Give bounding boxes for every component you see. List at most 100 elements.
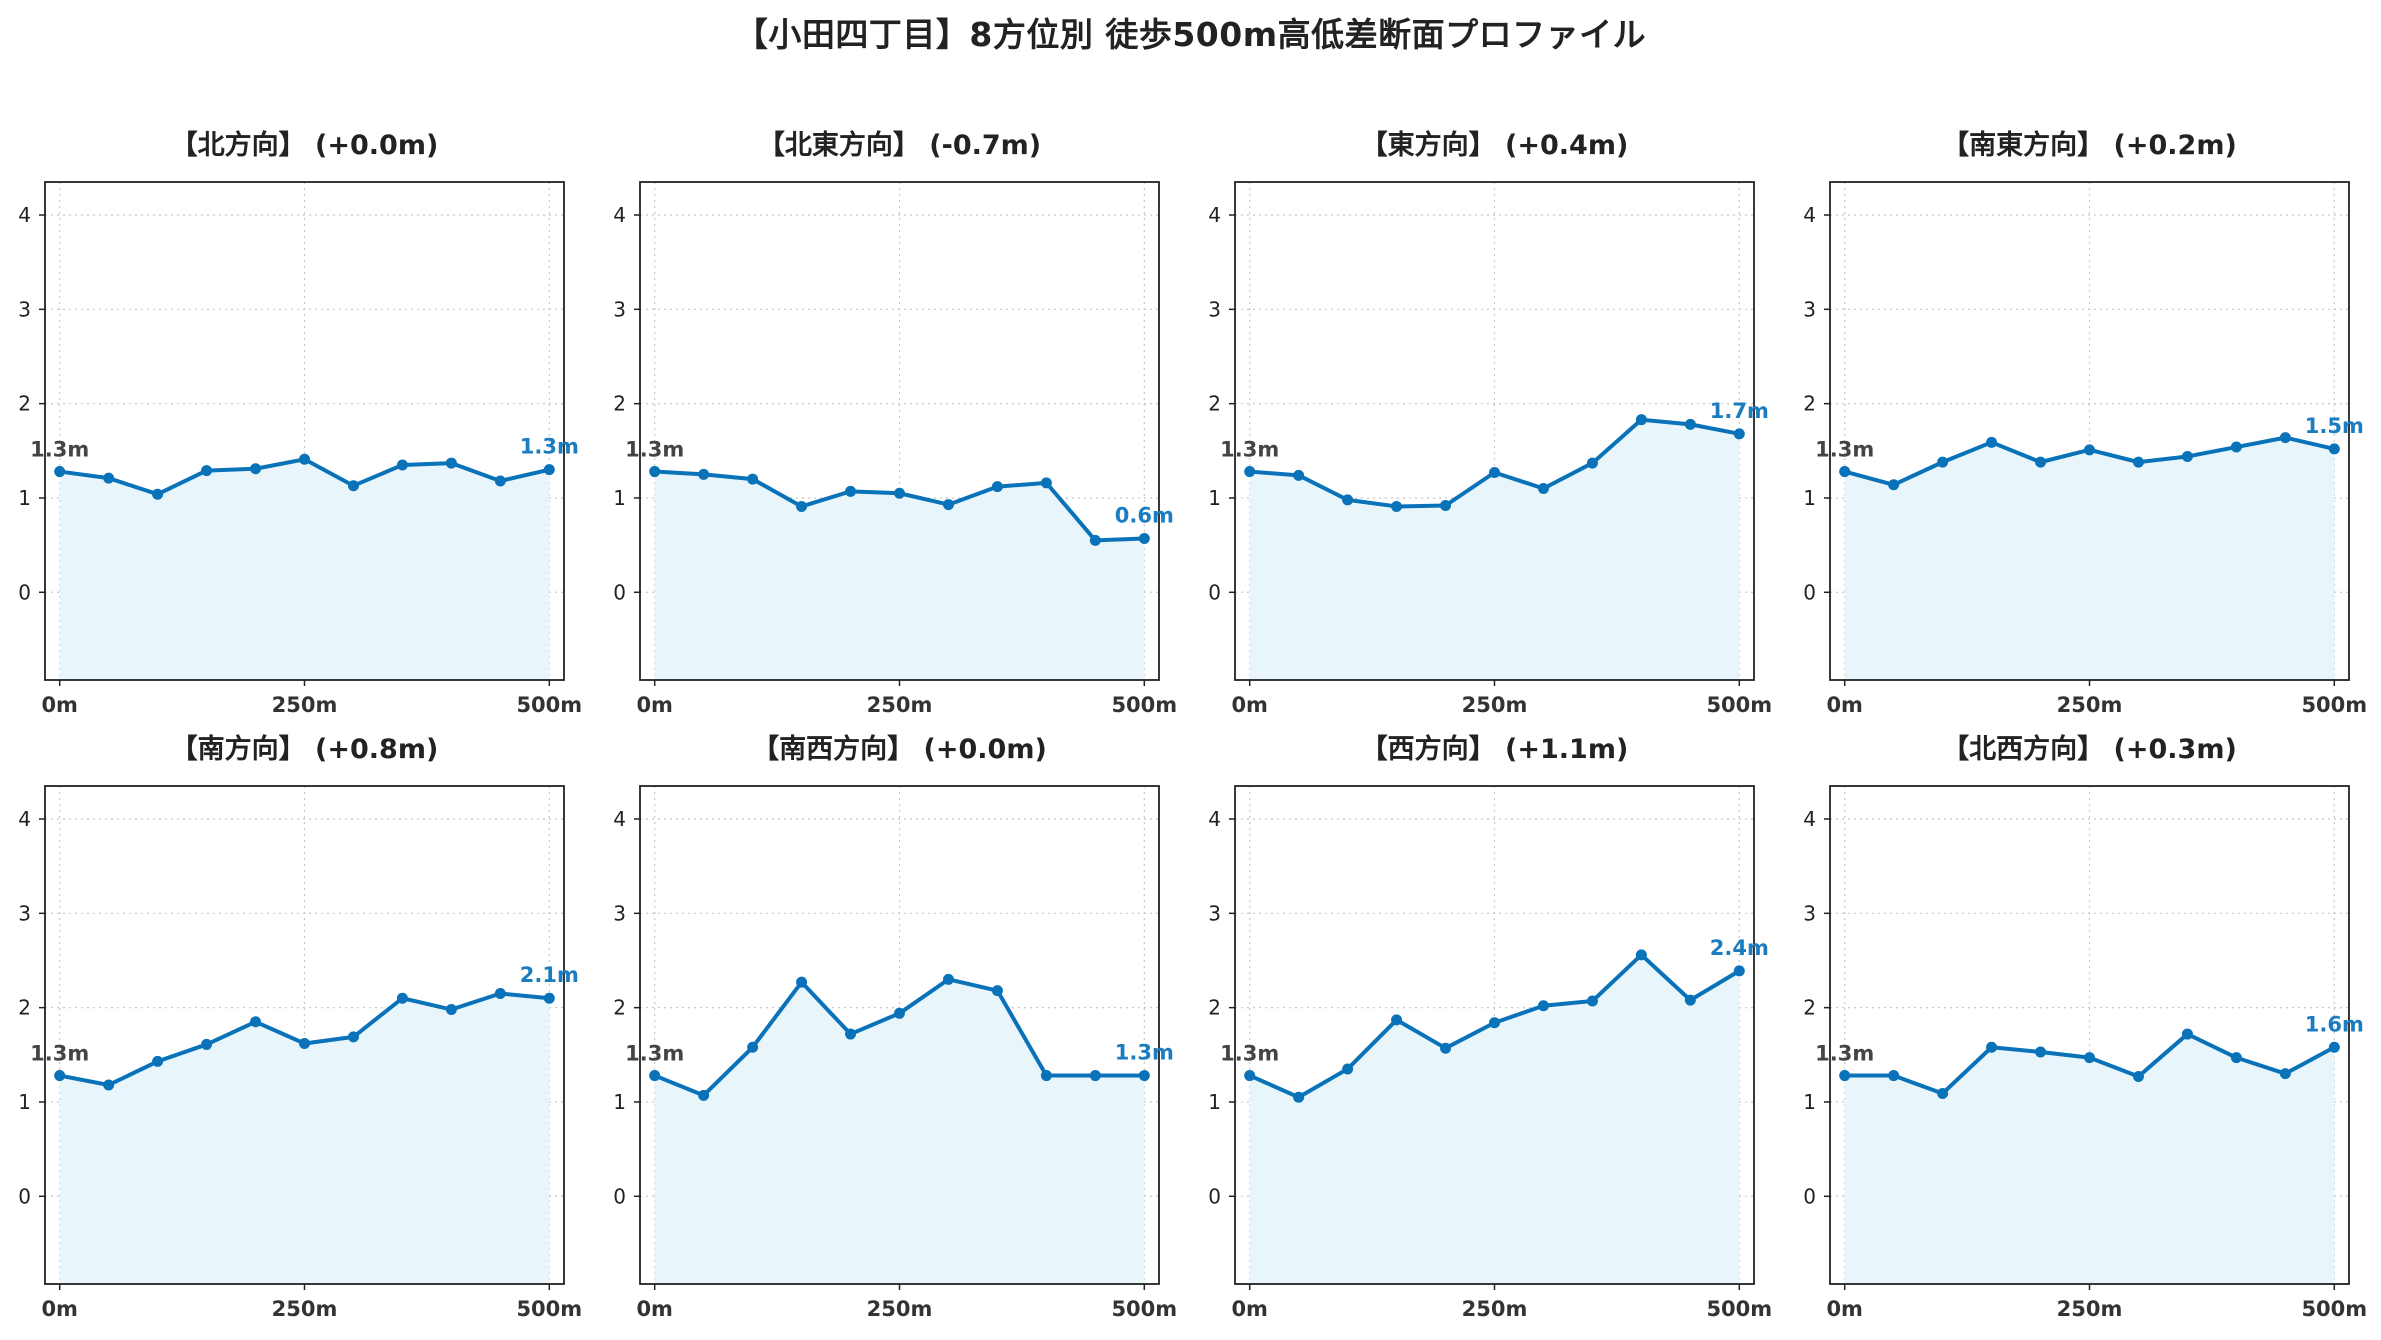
elevation-point xyxy=(396,992,408,1004)
end-elevation-label: 2.4m xyxy=(1710,936,1769,960)
y-tick-label: 2 xyxy=(613,996,626,1020)
x-tick-label: 500m xyxy=(1706,1297,1772,1321)
end-elevation-label: 1.3m xyxy=(1115,1041,1174,1065)
y-tick-label: 4 xyxy=(18,807,31,831)
start-elevation-label: 1.3m xyxy=(1220,438,1279,462)
elevation-point xyxy=(1937,1087,1949,1099)
x-tick-label: 250m xyxy=(272,1297,338,1321)
start-elevation-label: 1.3m xyxy=(1815,1042,1874,1066)
elevation-point xyxy=(1040,477,1052,489)
elevation-point xyxy=(2230,1052,2242,1064)
chart-panel-1: 【北方向】 (+0.0m) 0 1 2 3 4 0m 250m 500m 1.3m 1.3m xyxy=(18,129,582,717)
elevation-point xyxy=(1489,1017,1500,1029)
x-tick-label: 250m xyxy=(867,693,933,717)
end-elevation-label: 1.5m xyxy=(2305,414,2364,438)
chart-panel-5: 【南方向】 (+0.8m) 0 1 2 3 4 0m 250m 500m 1.3m 2.1m xyxy=(18,733,582,1321)
elevation-point xyxy=(1888,479,1900,491)
y-tick-label: 2 xyxy=(1208,392,1221,416)
elevation-point xyxy=(445,457,457,469)
y-tick-label: 0 xyxy=(1208,1184,1221,1208)
elevation-point xyxy=(649,1070,661,1082)
elevation-point xyxy=(1684,418,1696,430)
y-tick-label: 2 xyxy=(18,392,31,416)
elevation-point xyxy=(942,973,954,985)
elevation-point xyxy=(2328,1041,2340,1053)
chart-panel-4: 【南東方向】 (+0.2m) 0 1 2 3 4 0m 250m 500m 1.3m 1.5m xyxy=(1803,129,2367,717)
elevation-point xyxy=(347,480,359,492)
end-elevation-label: 2.1m xyxy=(520,963,579,987)
elevation-point xyxy=(1586,457,1598,469)
y-tick-label: 0 xyxy=(1803,1184,1816,1208)
x-tick-label: 500m xyxy=(1706,693,1772,717)
elevation-point xyxy=(1244,466,1256,478)
x-tick-label: 500m xyxy=(516,693,582,717)
x-tick-label: 0m xyxy=(1231,693,1268,717)
chart-panel-2: 【北東方向】 (-0.7m) 0 1 2 3 4 0m 250m 500m 1.3m 0.6m xyxy=(613,129,1177,717)
x-tick-label: 500m xyxy=(516,1297,582,1321)
chart-panel-3: 【東方向】 (+0.4m) 0 1 2 3 4 0m 250m 500m 1.3m 1.7m xyxy=(1208,129,1772,717)
chart-panel-8: 【北西方向】 (+0.3m) 0 1 2 3 4 0m 250m 500m 1.3m 1.6m xyxy=(1803,733,2367,1321)
y-tick-label: 3 xyxy=(1803,901,1816,925)
elevation-point xyxy=(1839,466,1851,478)
end-elevation-label: 1.7m xyxy=(1710,399,1769,423)
elevation-point xyxy=(2181,1028,2193,1040)
elevation-point xyxy=(54,466,66,478)
elevation-point xyxy=(2181,450,2193,462)
x-tick-label: 250m xyxy=(1462,693,1528,717)
elevation-point xyxy=(1986,436,1998,448)
elevation-point xyxy=(942,499,954,511)
elevation-point xyxy=(1635,414,1647,426)
panel-title: 【南方向】 (+0.8m) xyxy=(171,733,439,765)
elevation-point xyxy=(1440,500,1452,512)
x-tick-label: 0m xyxy=(636,1297,673,1321)
y-tick-label: 4 xyxy=(613,807,626,831)
y-tick-label: 4 xyxy=(1803,203,1816,227)
elevation-point xyxy=(1733,428,1745,440)
x-tick-label: 250m xyxy=(2057,1297,2123,1321)
elevation-area xyxy=(1844,437,2335,680)
y-tick-label: 1 xyxy=(18,1090,31,1114)
elevation-point xyxy=(2035,1046,2047,1058)
panel-title: 【北方向】 (+0.0m) xyxy=(171,129,439,161)
x-tick-label: 500m xyxy=(2301,693,2367,717)
y-tick-label: 3 xyxy=(613,297,626,321)
y-tick-label: 4 xyxy=(1208,807,1221,831)
elevation-point xyxy=(698,468,710,480)
end-elevation-label: 0.6m xyxy=(1115,504,1174,528)
start-elevation-label: 1.3m xyxy=(625,438,684,462)
y-tick-label: 3 xyxy=(1803,297,1816,321)
elevation-point xyxy=(1089,534,1101,546)
elevation-area xyxy=(59,993,550,1284)
elevation-point xyxy=(2132,456,2144,468)
x-tick-label: 250m xyxy=(272,693,338,717)
y-tick-label: 0 xyxy=(613,1184,626,1208)
elevation-area xyxy=(654,471,1145,680)
elevation-point xyxy=(152,1055,164,1067)
elevation-point xyxy=(894,1007,905,1019)
x-tick-label: 500m xyxy=(1111,693,1177,717)
y-tick-label: 0 xyxy=(18,1184,31,1208)
elevation-point xyxy=(2132,1071,2144,1082)
figure-title: 【小田四丁目】8方位別 徒歩500m高低差断面プロファイル xyxy=(734,15,1647,54)
elevation-point xyxy=(2328,443,2340,455)
elevation-point xyxy=(445,1004,457,1016)
y-tick-label: 1 xyxy=(1803,486,1816,510)
y-tick-label: 2 xyxy=(1803,392,1816,416)
elevation-point xyxy=(1684,994,1696,1006)
elevation-point xyxy=(1986,1041,1998,1053)
elevation-point xyxy=(1391,500,1403,512)
elevation-point xyxy=(1537,483,1549,495)
x-tick-label: 250m xyxy=(2057,693,2123,717)
elevation-area xyxy=(1844,1034,2335,1284)
x-tick-label: 0m xyxy=(1826,693,1863,717)
y-tick-label: 3 xyxy=(18,297,31,321)
elevation-point xyxy=(543,464,555,476)
elevation-area xyxy=(1249,419,1740,680)
elevation-point xyxy=(2084,444,2095,456)
elevation-point xyxy=(1937,456,1949,468)
elevation-point xyxy=(494,475,506,487)
elevation-point xyxy=(2230,441,2242,453)
elevation-point xyxy=(1391,1014,1403,1026)
x-tick-label: 0m xyxy=(41,693,78,717)
elevation-point xyxy=(1293,469,1305,481)
